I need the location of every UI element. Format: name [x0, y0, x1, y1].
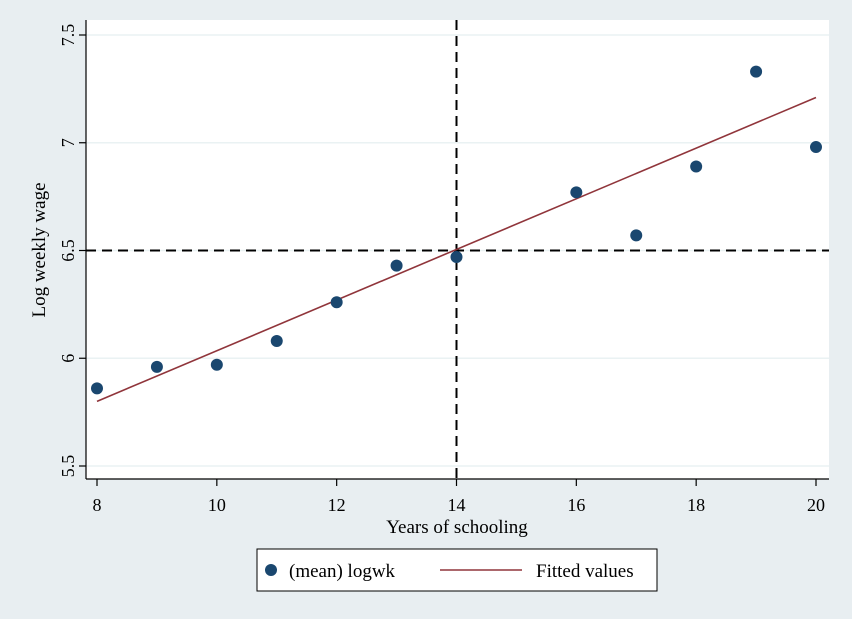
data-point: [450, 250, 463, 263]
ticks: 8 10 12 14 16 18 20 5.5 6 6.5 7 7.5: [58, 24, 825, 515]
legend: (mean) logwk Fitted values: [256, 548, 658, 592]
x-tick-label: 14: [448, 495, 466, 515]
x-tick-label: 8: [93, 495, 102, 515]
data-point: [750, 65, 763, 78]
y-tick-label: 7.5: [58, 24, 78, 47]
x-axis-title: Years of schooling: [386, 517, 528, 538]
x-tick-label: 20: [807, 495, 825, 515]
data-point: [91, 382, 103, 395]
data-point: [390, 259, 403, 272]
y-tick-label: 6.5: [58, 239, 78, 262]
data-point: [210, 358, 223, 371]
y-tick-label: 5.5: [58, 455, 78, 478]
data-point: [330, 296, 343, 309]
data-point: [150, 360, 163, 373]
y-axis-title: Log weekly wage: [29, 182, 50, 317]
fitted-line: [96, 96, 817, 403]
x-tick-label: 18: [687, 495, 705, 515]
x-tick-label: 12: [328, 495, 346, 515]
data-point: [270, 335, 283, 348]
legend-label-scatter: (mean) logwk: [289, 561, 396, 582]
data-point: [690, 160, 703, 173]
data-point: [630, 229, 643, 242]
x-tick-label: 10: [208, 495, 226, 515]
data-point: [810, 141, 822, 154]
legend-label-fitted: Fitted values: [536, 561, 634, 582]
x-tick-label: 16: [567, 495, 585, 515]
axes: [85, 20, 829, 480]
legend-marker-scatter: [265, 564, 277, 576]
y-tick-label: 6: [58, 354, 78, 363]
data-point: [570, 186, 583, 199]
scatter-points: [91, 65, 822, 395]
y-tick-label: 7: [58, 138, 78, 147]
fitted-line-group: [96, 96, 817, 403]
